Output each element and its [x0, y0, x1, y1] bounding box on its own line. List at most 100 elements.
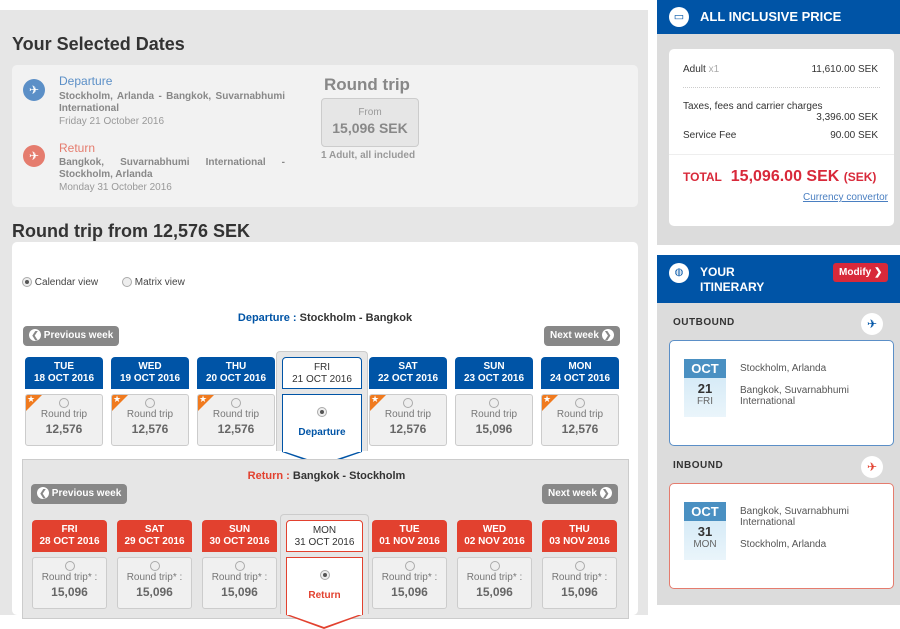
day-header[interactable]: FRI 28 OCT 2016: [32, 520, 107, 552]
selected-day-cell[interactable]: Departure: [282, 394, 362, 452]
matrix-view-radio[interactable]: [122, 277, 132, 288]
day-cell[interactable]: Round trip* : 15,096: [542, 557, 617, 609]
day-header[interactable]: TUE 18 OCT 2016: [25, 357, 103, 389]
total-currency: (SEK): [843, 170, 877, 184]
fare-price: 12,576: [45, 422, 83, 436]
day-date: 30 OCT 2016: [209, 536, 270, 547]
day-date: 24 OCT 2016: [549, 373, 611, 384]
day-radio[interactable]: [149, 561, 160, 572]
fare-price: 15,096: [221, 585, 258, 599]
matrix-view-option[interactable]: Matrix view: [122, 277, 185, 288]
departure-previous-week-button[interactable]: ❮ Previous week: [23, 326, 120, 346]
day-date: 02 NOV 2016: [464, 536, 525, 547]
day-radio[interactable]: [319, 569, 330, 580]
selected-day-cell[interactable]: Return: [286, 557, 363, 615]
currency-convertor-link[interactable]: Currency convertor: [802, 192, 888, 203]
total-row: TOTAL 15,096.00 SEK (SEK): [683, 168, 876, 186]
fare-price: 12,576: [561, 422, 599, 436]
day-cell[interactable]: Round trip* : 15,096: [117, 557, 192, 609]
day-header[interactable]: MON 24 OCT 2016: [541, 357, 619, 389]
day-date: 21 OCT 2016: [292, 374, 352, 385]
day-header[interactable]: WED 02 NOV 2016: [457, 520, 532, 552]
day-radio[interactable]: [59, 398, 69, 409]
fare-type: Round trip: [470, 409, 518, 420]
day-header[interactable]: THU 03 NOV 2016: [542, 520, 617, 552]
itinerary-title-2: ITINERARY: [700, 280, 765, 294]
return-previous-week-button[interactable]: ❮ Previous week: [31, 484, 128, 504]
from-label: From: [358, 107, 382, 118]
adult-amount: 11,610.00 SEK: [811, 64, 878, 75]
day-date: 18 OCT 2016: [33, 373, 95, 384]
day-radio[interactable]: [317, 406, 327, 417]
day-cell[interactable]: Round trip* : 15,096: [457, 557, 532, 609]
day-radio[interactable]: [145, 398, 155, 409]
day-radio[interactable]: [64, 561, 75, 572]
day-radio[interactable]: [234, 561, 245, 572]
fare-type: Round trip: [556, 409, 604, 420]
calendar-view-radio[interactable]: [22, 277, 32, 288]
day-radio[interactable]: [403, 398, 413, 409]
fare-type: Round trip* :: [41, 572, 98, 583]
chevron-right-icon: ❯: [599, 487, 612, 500]
day-cell[interactable]: ★ Round trip 12,576: [111, 394, 189, 446]
departure-heading-label: Departure :: [237, 312, 297, 324]
departure-heading-route: Stockholm - Bangkok: [299, 312, 413, 324]
day-radio[interactable]: [231, 398, 241, 409]
fare-type: Round trip* :: [126, 572, 183, 583]
star-badge-icon: ★: [370, 395, 386, 411]
fare-price: 12,576: [131, 422, 169, 436]
day-cell[interactable]: Round trip* : 15,096: [372, 557, 447, 609]
day-cell[interactable]: ★ Round trip 12,576: [369, 394, 447, 446]
landing-icon: ✈: [861, 456, 883, 478]
selected-day-header: MON 31 OCT 2016: [286, 520, 363, 552]
passenger-info: 1 Adult, all included: [321, 150, 416, 161]
day-radio[interactable]: [489, 561, 500, 572]
chevron-left-icon: ❮: [29, 329, 41, 342]
fare-type: Round trip: [126, 409, 174, 420]
price-title: ALL INCLUSIVE PRICE: [700, 9, 842, 24]
chevron-left-icon: ❮: [37, 487, 49, 500]
day-radio[interactable]: [575, 398, 585, 409]
day-header[interactable]: SUN 23 OCT 2016: [455, 357, 533, 389]
day-cell[interactable]: ★ Round trip 12,576: [541, 394, 619, 446]
day-radio[interactable]: [489, 398, 499, 409]
outbound-label: OUTBOUND: [673, 317, 735, 328]
day-cell[interactable]: ★ Round trip 12,576: [25, 394, 103, 446]
day-header[interactable]: TUE 01 NOV 2016: [372, 520, 447, 552]
fare-price: 12,576: [389, 422, 427, 436]
day-header[interactable]: SAT 22 OCT 2016: [369, 357, 447, 389]
calendar-view-option[interactable]: Calendar view: [22, 277, 98, 288]
outbound-date-box: OCT 21 FRI: [684, 359, 726, 417]
day-header[interactable]: THU 20 OCT 2016: [197, 357, 275, 389]
departure-next-week-button[interactable]: Next week ❯: [544, 326, 620, 346]
day-name: SUN: [228, 524, 251, 535]
return-heading-label: Return :: [247, 470, 290, 482]
day-radio[interactable]: [574, 561, 585, 572]
day-cell[interactable]: ★ Round trip 12,576: [197, 394, 275, 446]
fare-price: 15,096: [475, 422, 513, 436]
star-badge-icon: ★: [198, 395, 214, 411]
from-price-box: From 15,096 SEK: [321, 98, 419, 147]
modify-button[interactable]: Modify ❯: [833, 263, 889, 282]
fare-price: 12,576: [217, 422, 255, 436]
outbound-card: OCT 21 FRI Stockholm, Arlanda Bangkok, Suv…: [669, 340, 894, 446]
day-cell[interactable]: Round trip 15,096: [455, 394, 533, 446]
return-label: Return: [59, 141, 96, 155]
inbound-day: 31: [697, 524, 713, 539]
fare-type: Round trip* :: [381, 572, 438, 583]
star-badge-icon: ★: [112, 395, 128, 411]
ticket-icon: ▭: [669, 7, 689, 27]
day-cell[interactable]: Round trip* : 15,096: [202, 557, 277, 609]
chevron-right-icon: ❯: [874, 267, 883, 278]
outbound-from: Stockholm, Arlanda: [740, 363, 827, 374]
day-header[interactable]: SUN 30 OCT 2016: [202, 520, 277, 552]
return-section: Return : Bangkok - Stockholm ❮ Previous …: [22, 459, 629, 629]
takeoff-icon: ✈: [861, 313, 883, 335]
day-date: 31 OCT 2016: [294, 537, 355, 548]
day-header[interactable]: SAT 29 OCT 2016: [117, 520, 192, 552]
day-radio[interactable]: [404, 561, 415, 572]
day-header[interactable]: WED 19 OCT 2016: [111, 357, 189, 389]
modify-label: Modify: [839, 267, 872, 278]
day-cell[interactable]: Round trip* : 15,096: [32, 557, 107, 609]
return-next-week-button[interactable]: Next week ❯: [542, 484, 618, 504]
